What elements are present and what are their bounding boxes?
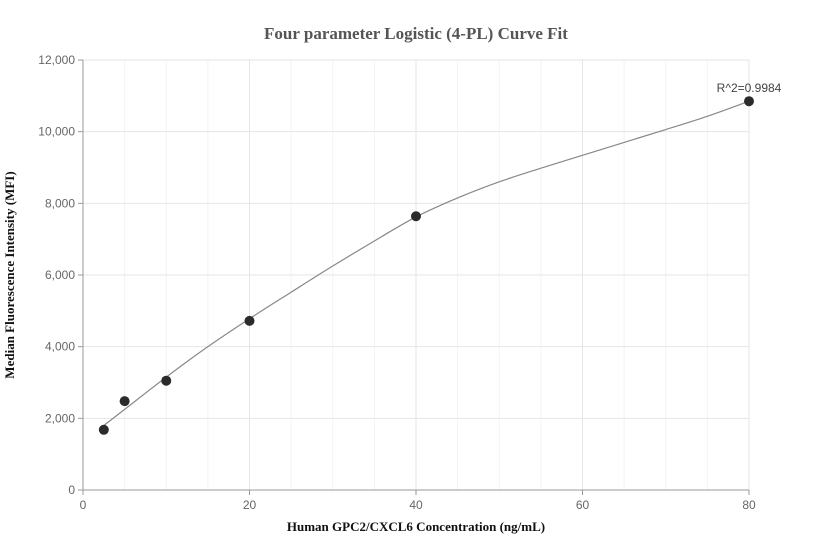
data-points <box>98 96 754 435</box>
data-point <box>119 396 130 407</box>
y-tick-label: 6,000 <box>45 268 75 282</box>
x-tick-label: 0 <box>80 498 87 512</box>
y-tick-label: 0 <box>68 483 75 497</box>
data-point <box>161 375 172 386</box>
x-tick-label: 40 <box>409 498 423 512</box>
y-tick-label: 12,000 <box>38 53 75 67</box>
x-tick-label: 20 <box>243 498 257 512</box>
r-squared-annotation: R^2=0.9984 <box>717 81 782 95</box>
data-point <box>744 96 754 107</box>
data-point <box>244 315 255 326</box>
data-point <box>411 211 421 222</box>
y-tick-label: 4,000 <box>45 340 75 354</box>
y-axis-label: Median Fluorescence Intensity (MFI) <box>2 171 17 378</box>
x-tick-label: 60 <box>576 498 590 512</box>
y-tick-label: 8,000 <box>45 196 75 210</box>
y-tick-label: 10,000 <box>38 125 75 139</box>
x-axis-label: Human GPC2/CXCL6 Concentration (ng/mL) <box>287 519 545 534</box>
x-tick-label: 80 <box>742 498 756 512</box>
y-ticks: 0 2,000 4,000 6,000 8,000 10,000 12,000 <box>38 53 83 497</box>
chart-title: Four parameter Logistic (4-PL) Curve Fit <box>264 24 568 43</box>
grid <box>83 59 750 490</box>
y-tick-label: 2,000 <box>45 411 75 425</box>
x-ticks: 0 20 40 60 80 <box>80 490 756 512</box>
fit-curve <box>103 100 750 426</box>
data-point <box>98 424 109 435</box>
